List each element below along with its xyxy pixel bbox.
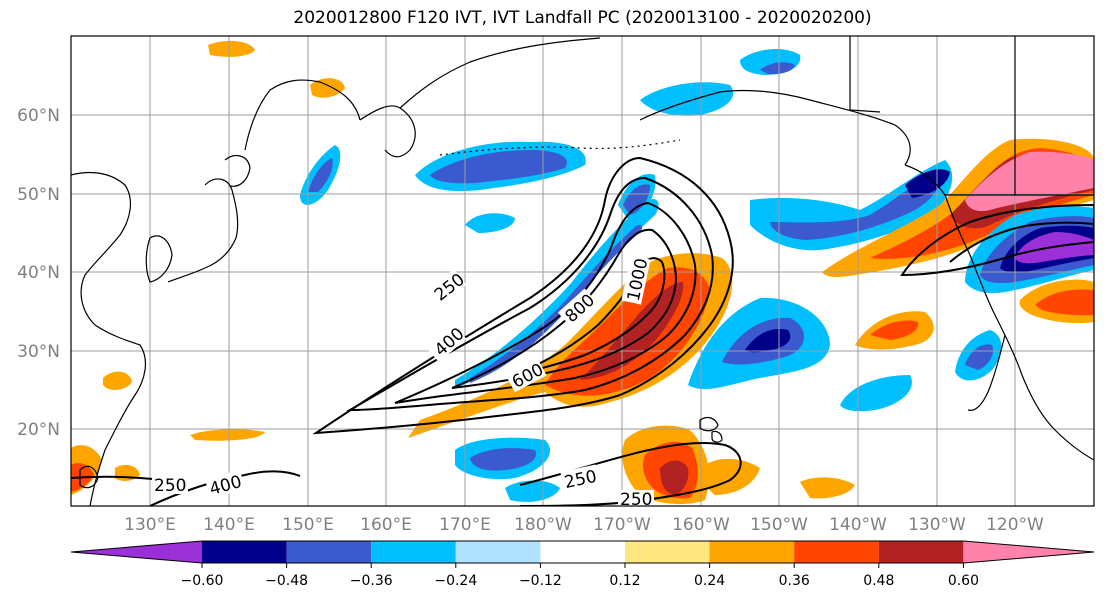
- negative-band-core: [470, 225, 643, 383]
- colorbar-swatch-3: [371, 541, 456, 563]
- lat-label-50n: 50°N: [17, 185, 60, 205]
- lat-label-40n: 40°N: [17, 263, 60, 283]
- lon-label-130e: 130°E: [124, 515, 176, 535]
- contour-400-ne: [949, 221, 1094, 263]
- lon-label-140w: 140°W: [829, 515, 887, 535]
- colorbar-tick-pos-024: 0.24: [694, 573, 725, 589]
- colorbar-swatch-7: [709, 541, 795, 563]
- colorbar-swatch-10: [963, 541, 1094, 563]
- colorbar-tick-neg-048: −0.48: [265, 573, 308, 589]
- lon-label-180w: 180°W: [514, 515, 572, 535]
- lon-label-170e: 170°E: [439, 515, 491, 535]
- colorbar-tick-pos-012: 0.12: [609, 573, 640, 589]
- lon-label-120w: 120°W: [986, 515, 1044, 535]
- lat-label-60n: 60°N: [17, 106, 60, 126]
- negative-band-main: [455, 199, 659, 388]
- map-frame: [70, 35, 1095, 507]
- colorbar-swatch-1: [202, 541, 287, 563]
- colorbar-swatch-8: [794, 541, 879, 563]
- longitude-labels: 130°E 140°E 150°E 160°E 170°E 180°W 170°…: [124, 515, 1044, 535]
- colorbar-swatch-4: [455, 541, 541, 563]
- lon-label-150w: 150°W: [750, 515, 808, 535]
- colorbar-swatch-5: [540, 541, 625, 563]
- colorbar-tick-pos-048: 0.48: [863, 573, 894, 589]
- lon-label-130w: 130°W: [908, 515, 966, 535]
- lat-label-20n: 20°N: [17, 420, 60, 440]
- lat-label-30n: 30°N: [17, 342, 60, 362]
- contour-1000: [514, 257, 666, 376]
- colorbar-tick-pos-036: 0.36: [779, 573, 810, 589]
- colorbar: −0.60 −0.48 −0.36 −0.24 −0.12 0.12 0.24 …: [70, 540, 1095, 589]
- contour-250-ne: [900, 203, 1094, 277]
- map-title: 2020012800 F120 IVT, IVT Landfall PC (20…: [293, 8, 872, 28]
- colorbar-tick-neg-036: −0.36: [350, 573, 393, 589]
- pink-region: [965, 151, 1094, 212]
- contour-400: [346, 176, 714, 412]
- contour-label-250-bottom: 250: [620, 490, 652, 510]
- lon-label-160w: 160°W: [672, 515, 730, 535]
- lon-label-170w: 170°W: [593, 515, 651, 535]
- colorbar-tick-pos-060: 0.60: [948, 573, 979, 589]
- colorbar-swatch-6: [625, 541, 710, 563]
- colorbar-tick-neg-024: −0.24: [434, 573, 477, 589]
- lon-label-140e: 140°E: [203, 515, 255, 535]
- colorbar-swatch-2: [286, 541, 372, 563]
- colorbar-swatch-0: [71, 541, 202, 563]
- contour-800: [451, 228, 678, 389]
- contour-250: [312, 156, 734, 435]
- coastlines: [71, 36, 1094, 506]
- colorbar-tick-neg-060: −0.60: [181, 573, 224, 589]
- contour-label-250-sw: 250: [154, 476, 186, 496]
- contour-600: [394, 201, 697, 404]
- lon-label-160e: 160°E: [360, 515, 412, 535]
- ivt-contours: [71, 156, 1094, 506]
- lon-label-150e: 150°E: [282, 515, 334, 535]
- colorbar-swatch-9: [878, 541, 964, 563]
- latitude-labels: 60°N 50°N 40°N 30°N 20°N: [17, 106, 60, 440]
- colorbar-tick-neg-012: −0.12: [519, 573, 562, 589]
